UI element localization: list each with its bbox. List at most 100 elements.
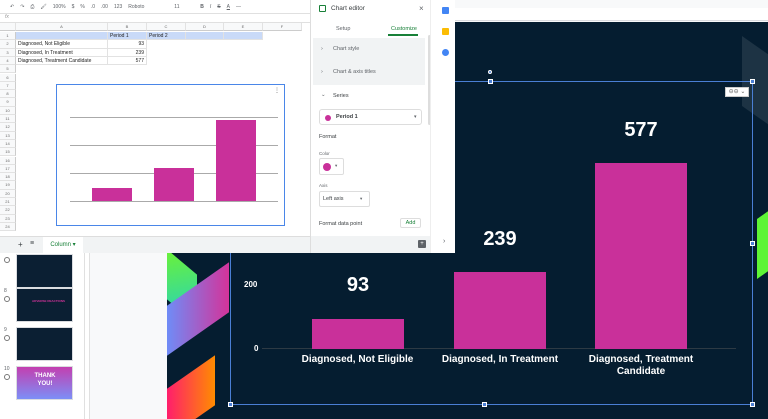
bar-in-treatment[interactable] (454, 272, 546, 349)
text-color-icon[interactable]: A (226, 3, 230, 10)
paint-format-icon[interactable]: 🖌 (40, 3, 47, 10)
section-series[interactable]: Series (333, 93, 349, 99)
resize-handle[interactable] (750, 402, 755, 407)
more-icon[interactable]: — (235, 3, 241, 10)
column-header[interactable]: B (108, 23, 147, 31)
cell-B3[interactable]: 239 (108, 48, 147, 57)
row-header[interactable]: 9 (0, 98, 16, 107)
calendar-icon[interactable] (442, 7, 449, 14)
print-icon[interactable]: ⎙ (30, 3, 35, 10)
row-header[interactable]: 12 (0, 123, 16, 132)
resize-handle[interactable] (488, 79, 493, 84)
row-header[interactable]: 15 (0, 148, 16, 157)
cell-A4[interactable]: Diagnosed, Treatment Candidate (16, 56, 108, 66)
row-header[interactable]: 6 (0, 73, 16, 82)
row-header[interactable]: 2 (0, 40, 16, 49)
row-header[interactable]: 19 (0, 181, 16, 190)
percent-icon[interactable]: % (80, 3, 85, 10)
slide-thumbnail[interactable] (16, 254, 73, 288)
mini-bar[interactable] (92, 188, 132, 201)
explore-icon[interactable]: + (418, 240, 426, 248)
cell-E1[interactable] (224, 32, 263, 41)
decrease-decimal-icon[interactable]: .0 (90, 3, 95, 10)
add-sheet-button[interactable]: + (18, 240, 23, 249)
currency-icon[interactable]: $ (71, 3, 75, 10)
chart-menu-icon[interactable]: ⋮ (274, 88, 280, 94)
keep-icon[interactable] (442, 28, 449, 35)
select-all-corner[interactable] (0, 23, 16, 31)
row-header[interactable]: 21 (0, 198, 16, 207)
sheet-tab-column[interactable]: Column ▾ (43, 237, 83, 253)
tab-customize[interactable]: Customize (391, 26, 417, 32)
cell-A3[interactable]: Diagnosed, In Treatment (16, 48, 108, 57)
increase-decimal-icon[interactable]: .00 (100, 3, 108, 10)
row-header[interactable]: 11 (0, 115, 16, 124)
row-header[interactable]: 13 (0, 131, 16, 140)
cell-B1[interactable]: Period 1 (108, 32, 147, 41)
close-icon[interactable]: × (419, 4, 424, 13)
strikethrough-icon[interactable]: S (217, 3, 221, 10)
editor-scrollbar[interactable] (428, 35, 431, 125)
row-header[interactable]: 1 (0, 32, 16, 41)
column-header[interactable]: A (16, 23, 108, 31)
cell-B2[interactable]: 93 (108, 40, 147, 49)
cell-A2[interactable]: Diagnosed, Not Eligible (16, 40, 108, 49)
zoom-select[interactable]: 100% (52, 3, 66, 10)
bar-treatment-candidate[interactable] (595, 163, 687, 349)
series-select[interactable]: Period 1 ▾ (319, 109, 422, 125)
resize-handle[interactable] (750, 79, 755, 84)
row-header[interactable]: 24 (0, 222, 16, 232)
column-header[interactable]: E (224, 23, 263, 31)
rotate-handle[interactable] (488, 70, 492, 74)
expand-panel-icon[interactable]: › (443, 238, 446, 245)
row-header[interactable]: 22 (0, 206, 16, 215)
column-header[interactable]: F (263, 23, 302, 31)
row-header[interactable]: 5 (0, 65, 16, 74)
cell-C1[interactable]: Period 2 (147, 32, 186, 41)
undo-icon[interactable]: ↶ (10, 3, 15, 10)
slide-thumbnail[interactable]: THANK YOU! (16, 366, 73, 400)
section-chart-style[interactable]: Chart style (333, 46, 360, 52)
row-header[interactable]: 8 (0, 90, 16, 99)
row-header[interactable]: 17 (0, 164, 16, 174)
add-data-point-button[interactable]: Add (400, 218, 421, 228)
link-icon (4, 374, 10, 380)
section-chart-axis-titles[interactable]: Chart & axis titles (333, 69, 376, 75)
row-header[interactable]: 14 (0, 139, 16, 149)
row-header[interactable]: 10 (0, 106, 16, 115)
column-header[interactable]: D (186, 23, 224, 31)
row-header[interactable]: 4 (0, 56, 16, 66)
tasks-icon[interactable] (442, 49, 449, 56)
bold-icon[interactable]: B (200, 3, 204, 10)
mini-bar[interactable] (154, 168, 194, 201)
axis-select[interactable]: Left axis ▾ (319, 191, 370, 207)
slide-thumbnail[interactable]: ADVERSE REACTIONS (16, 288, 73, 322)
font-select[interactable]: Roboto (128, 3, 145, 10)
bar-not-eligible[interactable] (312, 319, 404, 349)
redo-icon[interactable]: ↷ (20, 3, 25, 10)
tab-setup[interactable]: Setup (336, 26, 351, 32)
resize-handle[interactable] (482, 402, 487, 407)
font-size-select[interactable]: 11 (174, 3, 180, 10)
resize-handle[interactable] (750, 241, 755, 246)
mini-bar[interactable] (216, 120, 256, 201)
italic-icon[interactable]: I (209, 3, 212, 10)
row-header[interactable]: 20 (0, 189, 16, 198)
sheet-chart[interactable]: ⋮ (56, 84, 285, 226)
all-sheets-button[interactable]: ≡ (30, 240, 35, 247)
formula-bar[interactable]: fx (0, 13, 310, 23)
cell-B4[interactable]: 577 (108, 56, 147, 66)
cell-D1[interactable] (186, 32, 224, 41)
row-header[interactable]: 23 (0, 214, 16, 223)
row-header[interactable]: 3 (0, 48, 16, 57)
column-header[interactable]: C (147, 23, 186, 31)
row-header[interactable]: 7 (0, 81, 16, 91)
number-format-select[interactable]: 123 (113, 3, 123, 10)
slide-thumbnail[interactable] (16, 327, 73, 361)
row-header[interactable]: 16 (0, 156, 16, 165)
color-picker[interactable]: ▾ (319, 158, 344, 175)
row-header[interactable]: 18 (0, 173, 16, 182)
linked-chart-options-button[interactable]: ⊖⊖ ⌄ (725, 87, 749, 97)
resize-handle[interactable] (228, 402, 233, 407)
cell-A1[interactable] (16, 32, 108, 41)
